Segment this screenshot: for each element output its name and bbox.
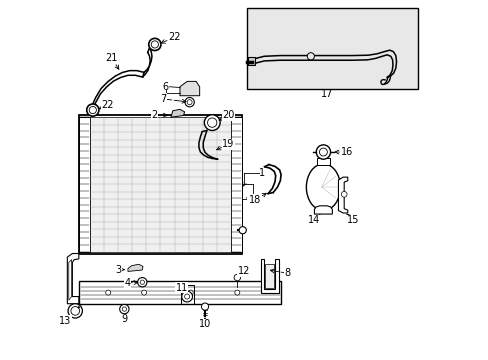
Polygon shape bbox=[260, 259, 278, 293]
Circle shape bbox=[182, 291, 192, 302]
Bar bbox=[180, 285, 193, 305]
Bar bbox=[79, 282, 281, 304]
Text: 22: 22 bbox=[168, 32, 181, 42]
Text: 12: 12 bbox=[237, 266, 249, 276]
Circle shape bbox=[148, 39, 161, 50]
Text: 10: 10 bbox=[199, 319, 211, 329]
Bar bbox=[79, 116, 242, 253]
Text: 1: 1 bbox=[259, 168, 265, 178]
Circle shape bbox=[187, 100, 192, 105]
Circle shape bbox=[68, 304, 82, 318]
Text: 8: 8 bbox=[284, 268, 290, 278]
Text: 5: 5 bbox=[247, 197, 254, 207]
Text: 14: 14 bbox=[307, 215, 320, 225]
Circle shape bbox=[234, 274, 240, 281]
Text: 6: 6 bbox=[162, 82, 168, 92]
Text: 20: 20 bbox=[222, 111, 234, 121]
Bar bbox=[264, 264, 274, 288]
Circle shape bbox=[184, 294, 189, 299]
Bar bbox=[89, 117, 231, 252]
Text: 4: 4 bbox=[124, 278, 131, 288]
Polygon shape bbox=[338, 177, 347, 213]
Text: 9: 9 bbox=[121, 314, 127, 324]
Bar bbox=[316, 158, 329, 165]
Bar bbox=[231, 117, 242, 252]
Circle shape bbox=[137, 278, 147, 287]
Ellipse shape bbox=[306, 164, 340, 211]
Text: 17: 17 bbox=[320, 89, 332, 99]
Circle shape bbox=[201, 303, 208, 310]
Text: 11: 11 bbox=[175, 283, 187, 293]
Text: 16: 16 bbox=[340, 147, 352, 157]
Circle shape bbox=[151, 41, 158, 48]
Text: 18: 18 bbox=[248, 195, 261, 205]
Circle shape bbox=[89, 107, 96, 114]
Circle shape bbox=[120, 305, 129, 314]
Circle shape bbox=[341, 192, 346, 197]
Bar bbox=[79, 117, 89, 252]
Circle shape bbox=[316, 145, 330, 159]
Circle shape bbox=[204, 115, 220, 131]
Circle shape bbox=[105, 290, 110, 295]
Circle shape bbox=[234, 290, 239, 295]
Text: 13: 13 bbox=[59, 316, 71, 325]
Circle shape bbox=[140, 280, 144, 284]
Circle shape bbox=[86, 104, 99, 116]
Circle shape bbox=[184, 98, 194, 107]
Circle shape bbox=[306, 53, 314, 60]
Text: 21: 21 bbox=[105, 53, 118, 63]
Polygon shape bbox=[69, 260, 72, 300]
Text: 19: 19 bbox=[222, 139, 234, 149]
Circle shape bbox=[319, 148, 326, 156]
Circle shape bbox=[239, 226, 246, 234]
Polygon shape bbox=[67, 253, 79, 304]
Circle shape bbox=[207, 118, 217, 127]
Text: 15: 15 bbox=[346, 215, 359, 225]
Circle shape bbox=[122, 307, 126, 311]
Text: 22: 22 bbox=[101, 100, 114, 111]
Bar bbox=[247, 57, 254, 65]
Polygon shape bbox=[171, 109, 184, 117]
Text: 2: 2 bbox=[151, 110, 157, 120]
Text: 7: 7 bbox=[160, 94, 166, 104]
Bar bbox=[247, 8, 417, 89]
Circle shape bbox=[71, 307, 80, 315]
Circle shape bbox=[142, 290, 146, 295]
Text: 3: 3 bbox=[115, 265, 121, 275]
Polygon shape bbox=[314, 206, 332, 214]
Circle shape bbox=[188, 290, 193, 295]
Polygon shape bbox=[128, 264, 142, 271]
Polygon shape bbox=[180, 81, 199, 96]
